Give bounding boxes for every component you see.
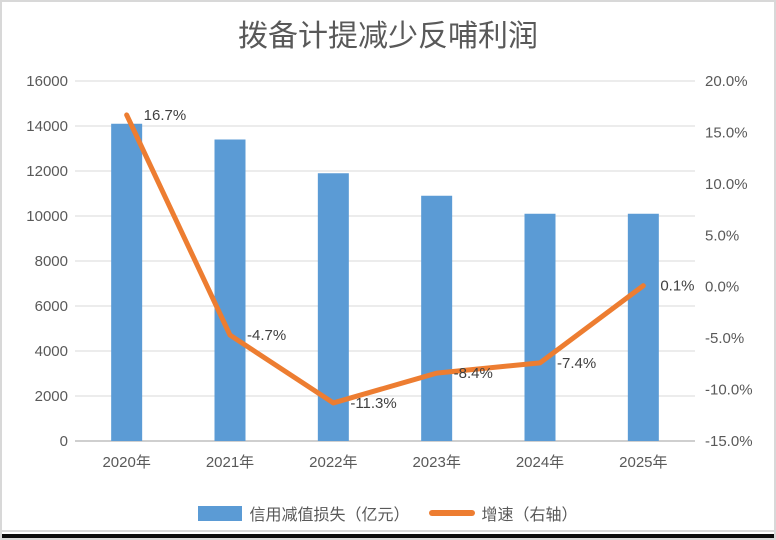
x-axis-category-label: 2022年 bbox=[309, 454, 357, 471]
bar bbox=[627, 213, 659, 441]
left-axis-tick-label: 12000 bbox=[26, 163, 68, 180]
bar bbox=[214, 139, 246, 441]
bar-series-legend-swatch bbox=[198, 505, 243, 521]
growth-line bbox=[124, 112, 646, 406]
line-series-legend-swatch bbox=[428, 510, 475, 516]
left-axis-tick-label: 0 bbox=[60, 433, 68, 450]
bar bbox=[111, 123, 143, 441]
line-data-label: 0.1% bbox=[660, 278, 694, 295]
right-axis-tick-label: 10.0% bbox=[705, 176, 748, 193]
line-data-label: -11.3% bbox=[350, 395, 396, 412]
left-axis-tick-label: 16000 bbox=[26, 73, 68, 90]
right-axis-tick-label: 20.0% bbox=[705, 73, 748, 90]
right-axis-tick-label: 0.0% bbox=[705, 279, 739, 296]
line-series-legend-label: 增速（右轴） bbox=[481, 507, 578, 524]
right-axis-tick-label: -5.0% bbox=[705, 330, 744, 347]
x-axis-category-label: 2024年 bbox=[516, 454, 564, 471]
chart-bottom-border bbox=[2, 530, 774, 532]
bar-series-legend-label: 信用减值损失（亿元） bbox=[249, 507, 410, 524]
left-axis-tick-label: 2000 bbox=[35, 388, 68, 405]
left-axis-tick-label: 14000 bbox=[26, 118, 68, 135]
x-axis-category-label: 2023年 bbox=[412, 454, 460, 471]
left-axis-tick-label: 10000 bbox=[26, 208, 68, 225]
chart-title: 拨备计提减少反哺利润 bbox=[238, 20, 538, 53]
bar bbox=[524, 213, 556, 441]
right-axis-tick-label: -10.0% bbox=[705, 382, 753, 399]
bar bbox=[421, 195, 453, 441]
line-data-label: -4.7% bbox=[247, 327, 286, 344]
x-axis-category-label: 2020年 bbox=[102, 454, 150, 471]
x-axis-category-label: 2025年 bbox=[619, 454, 667, 471]
chart-legend: 信用减值损失（亿元） 增速（右轴） bbox=[2, 501, 774, 525]
left-axis-tick-label: 4000 bbox=[35, 343, 68, 360]
x-axis-category-label: 2021年 bbox=[206, 454, 254, 471]
left-axis-tick-label: 6000 bbox=[35, 298, 68, 315]
left-axis-tick-label: 8000 bbox=[35, 253, 68, 270]
right-axis-tick-label: 5.0% bbox=[705, 227, 739, 244]
line-data-label: 16.7% bbox=[144, 107, 187, 124]
right-axis-tick-label: -15.0% bbox=[705, 433, 753, 450]
bottom-window-edge bbox=[2, 534, 774, 538]
line-data-label: -8.4% bbox=[454, 365, 493, 382]
right-axis-tick-label: 15.0% bbox=[705, 124, 748, 141]
line-data-label: -7.4% bbox=[557, 355, 596, 372]
